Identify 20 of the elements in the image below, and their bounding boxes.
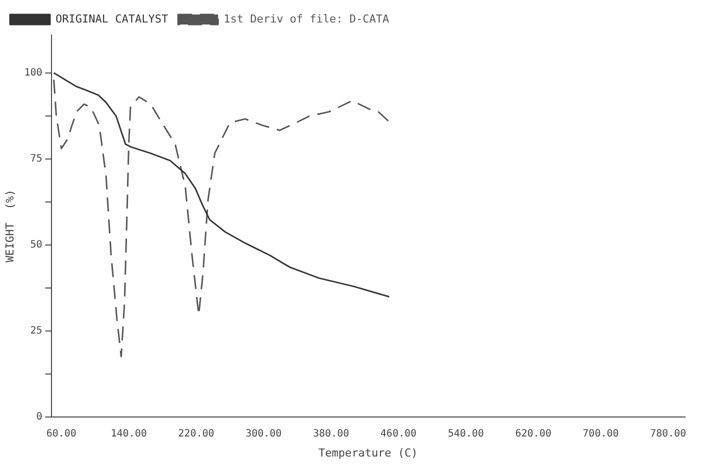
y-tick-label: 25 xyxy=(30,325,42,336)
x-tick-label: 700.00 xyxy=(582,428,619,440)
x-tick-label: 460.00 xyxy=(380,428,417,440)
y-tick-label: 50 xyxy=(30,239,42,250)
legend-label: ORIGINAL CATALYST xyxy=(56,12,168,26)
x-tick-label: 60.00 xyxy=(46,428,76,440)
x-tick-label: 140.00 xyxy=(110,428,147,440)
x-tick-label: 300.00 xyxy=(246,428,282,440)
x-tick-label: 780.00 xyxy=(650,428,686,440)
x-tick-label: 540.00 xyxy=(448,428,484,440)
legend-label: 1st Deriv of file: D-CATA xyxy=(224,12,390,26)
y-tick-label: 75 xyxy=(30,153,42,164)
y-axis-title: WEIGHT (%) xyxy=(3,189,16,262)
x-tick-label: 220.00 xyxy=(178,428,214,440)
line-series xyxy=(53,78,390,358)
y-tick-label: 100 xyxy=(24,67,42,78)
x-tick-label: 380.00 xyxy=(312,428,350,440)
y-tick-label: 0 xyxy=(36,411,42,422)
x-tick-label: 620.00 xyxy=(515,428,552,440)
x-axis-title: Temperature (C) xyxy=(318,446,418,460)
